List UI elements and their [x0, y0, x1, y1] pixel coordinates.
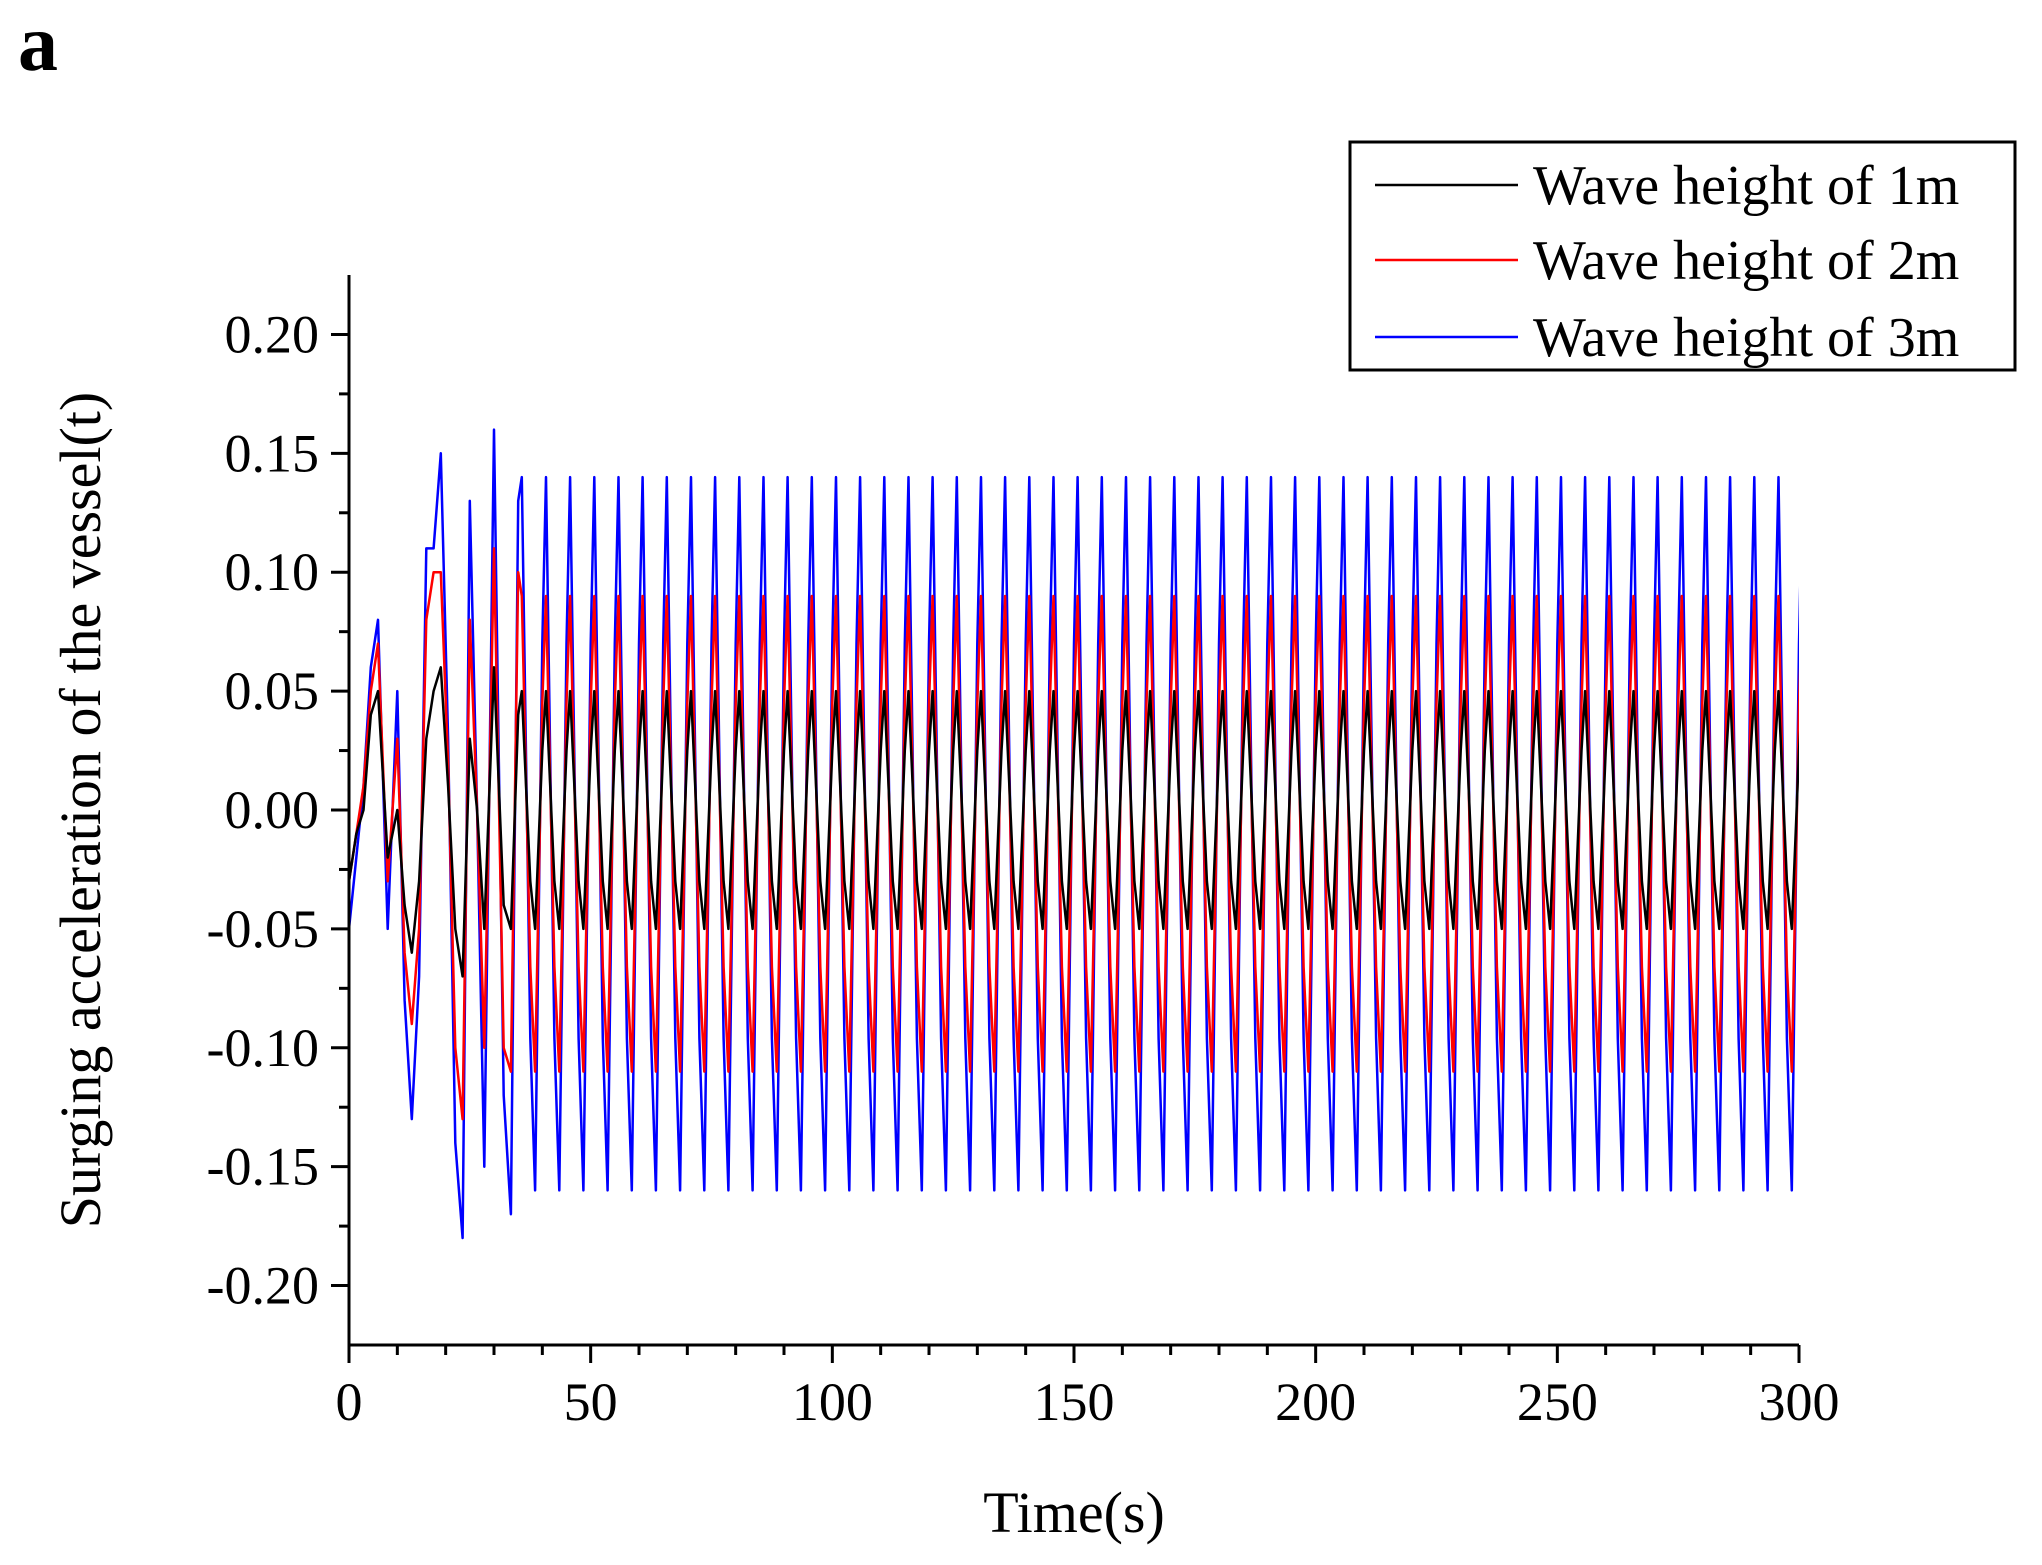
y-tick-label: -0.20: [207, 1256, 319, 1316]
legend-entry-3m: Wave height of 3m: [1375, 307, 1959, 369]
x-tick-label: 150: [1034, 1372, 1115, 1432]
legend-entry-2m: Wave height of 2m: [1375, 230, 1959, 292]
y-tick-label: 0.15: [225, 423, 320, 483]
y-tick-label: 0.05: [225, 661, 320, 721]
x-axis-title: Time(s): [983, 1480, 1165, 1545]
x-tick-label: 250: [1517, 1372, 1598, 1432]
legend-entry-1m: Wave height of 1m: [1375, 155, 1959, 217]
x-tick-label: 100: [792, 1372, 873, 1432]
x-tick-label: 0: [336, 1372, 363, 1432]
series-line-wave-height-of-1m: [349, 666, 1799, 978]
series-line-wave-height-of-3m: [349, 428, 1799, 1240]
x-tick-label: 50: [564, 1372, 618, 1432]
legend-label-2m: Wave height of 2m: [1533, 230, 1959, 292]
legend-label-3m: Wave height of 3m: [1533, 307, 1959, 369]
y-tick-label: 0.00: [225, 780, 320, 840]
x-tick-label: 200: [1275, 1372, 1356, 1432]
y-axis-title: Surging acceleration of the vessel(t): [48, 392, 113, 1228]
legend-box: [1348, 140, 2017, 372]
legend-label-1m: Wave height of 1m: [1533, 155, 1959, 217]
y-tick-label: -0.05: [207, 899, 319, 959]
series-layer: [349, 428, 1799, 1240]
panel-label: a: [18, 0, 58, 88]
y-tick-label: -0.15: [207, 1137, 319, 1197]
y-tick-label: 0.10: [225, 542, 320, 602]
legend: Wave height of 1m Wave height of 2m Wave…: [1348, 140, 2017, 372]
y-tick-label: -0.10: [207, 1018, 319, 1078]
axes: -0.20 -0.15 -0.10 -0.05 0.00 0.05 0.10 0.15 0.20…: [207, 275, 1840, 1432]
x-tick-label: 300: [1759, 1372, 1840, 1432]
y-tick-label: 0.20: [225, 304, 320, 364]
